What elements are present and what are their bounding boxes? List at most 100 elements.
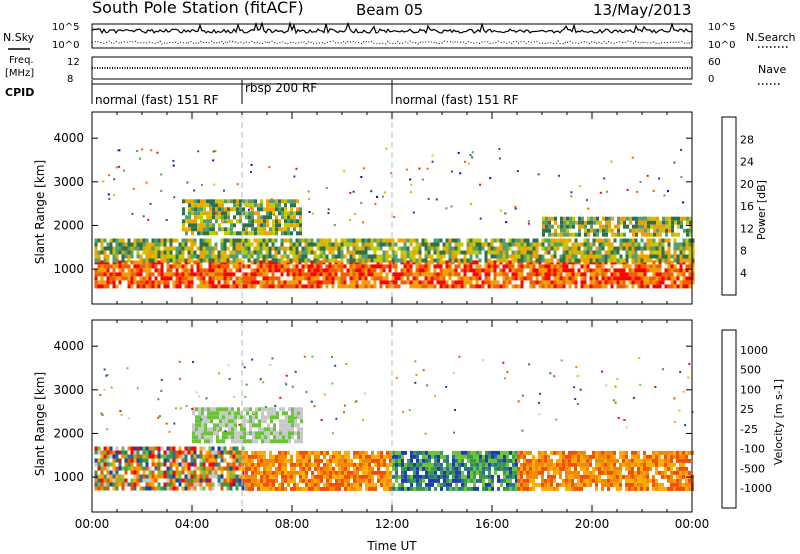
data-cell (505, 280, 509, 285)
data-cell (160, 242, 164, 247)
data-cell (373, 250, 377, 255)
scatter-point (482, 359, 485, 362)
data-cell (211, 454, 215, 459)
data-cell (367, 246, 371, 251)
data-cell (646, 470, 649, 475)
data-cell (583, 470, 586, 475)
data-cell (184, 486, 188, 491)
data-cell (628, 272, 632, 277)
scatter-point (421, 178, 424, 181)
scatter-point (147, 218, 150, 221)
data-cell (251, 466, 254, 471)
data-cell (565, 470, 568, 475)
data-cell (282, 411, 285, 416)
nsearch-tick-high: 10^5 (708, 22, 735, 33)
scatter-point (201, 184, 203, 186)
data-cell (661, 246, 665, 251)
data-cell (100, 238, 104, 243)
data-cell (210, 415, 213, 420)
data-cell (175, 272, 179, 277)
scatter-point (498, 148, 501, 150)
data-cell (487, 272, 491, 277)
data-cell (332, 450, 335, 455)
data-cell (391, 284, 395, 289)
data-cell (313, 268, 317, 273)
data-cell (520, 254, 524, 259)
data-cell (649, 462, 652, 467)
data-cell (596, 220, 599, 225)
data-cell (224, 215, 227, 220)
data-cell (223, 258, 227, 263)
nsky-strip-frame (91, 23, 693, 49)
data-cell (415, 250, 419, 255)
data-cell (586, 478, 589, 483)
data-cell (163, 462, 167, 467)
scatter-point (157, 416, 160, 419)
data-cell (553, 478, 556, 483)
data-cell (329, 458, 332, 463)
data-cell (658, 458, 661, 463)
data-cell (389, 462, 392, 467)
data-cell (622, 246, 626, 251)
data-cell (100, 264, 104, 269)
data-cell (649, 466, 652, 471)
data-cell (307, 272, 311, 277)
data-cell (188, 215, 191, 220)
data-cell (517, 482, 520, 487)
data-cell (259, 264, 263, 269)
data-cell (273, 427, 276, 432)
data-cell (442, 242, 446, 247)
data-cell (121, 276, 125, 281)
data-cell (148, 250, 152, 255)
data-cell (296, 231, 299, 236)
data-cell (446, 482, 449, 487)
data-cell (311, 478, 314, 483)
scatter-point (173, 422, 176, 425)
data-cell (632, 228, 635, 233)
data-cell (658, 280, 662, 285)
data-cell (442, 276, 446, 281)
scatter-point (374, 203, 377, 206)
data-cell (187, 478, 191, 483)
data-cell (668, 216, 671, 221)
data-cell (246, 419, 249, 424)
scatter-point (673, 397, 676, 400)
data-cell (496, 280, 500, 285)
data-cell (535, 474, 538, 479)
data-cell (127, 238, 131, 243)
data-cell (213, 411, 216, 416)
data-cell (256, 238, 260, 243)
data-cell (634, 474, 637, 479)
data-cell (206, 211, 209, 216)
data-cell (529, 264, 533, 269)
data-cell (118, 462, 122, 467)
data-cell (398, 482, 401, 487)
data-cell (416, 478, 419, 483)
data-cell (220, 466, 224, 471)
data-cell (470, 450, 473, 455)
data-cell (249, 419, 252, 424)
data-cell (266, 466, 269, 471)
data-cell (118, 260, 122, 265)
data-cell (520, 450, 523, 455)
data-cell (568, 258, 572, 263)
data-cell (683, 228, 686, 233)
data-cell (195, 419, 198, 424)
data-cell (208, 238, 212, 243)
data-cell (490, 246, 494, 251)
data-cell (490, 284, 494, 289)
data-cell (271, 254, 275, 259)
data-cell (676, 474, 679, 479)
data-cell (235, 462, 239, 467)
data-cell (229, 470, 233, 475)
data-cell (377, 478, 380, 483)
data-cell (634, 242, 638, 247)
data-cell (658, 246, 662, 251)
data-cell (643, 284, 647, 289)
data-cell (374, 486, 377, 491)
data-cell (232, 272, 236, 277)
data-cell (613, 280, 617, 285)
data-cell (511, 272, 515, 277)
data-cell (265, 258, 269, 263)
data-cell (679, 284, 683, 289)
